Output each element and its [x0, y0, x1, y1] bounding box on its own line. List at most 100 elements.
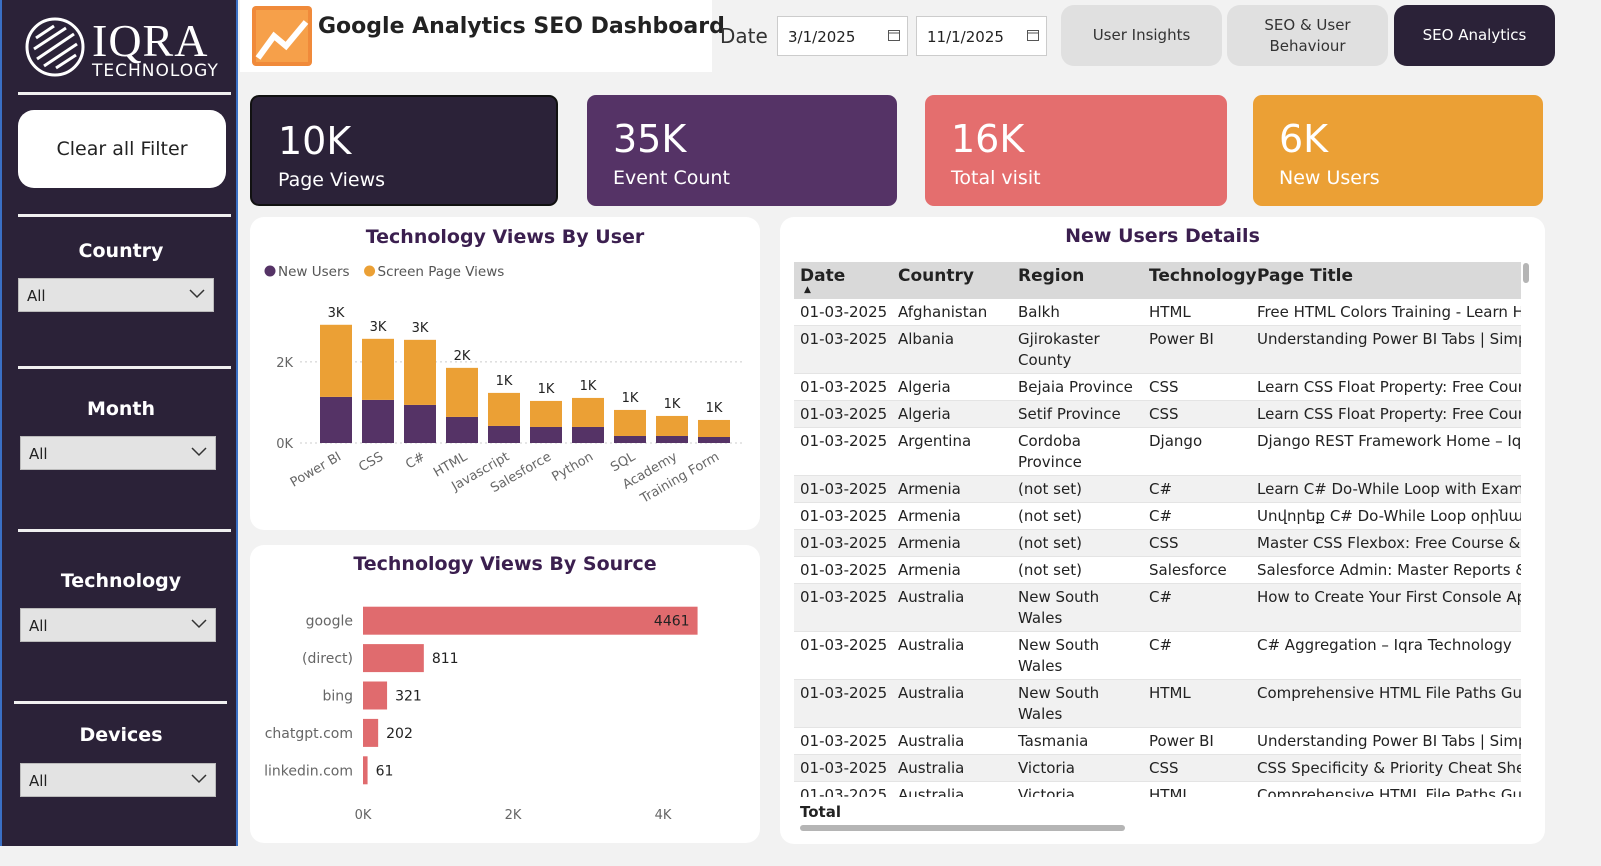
column-header[interactable]: Page Title	[1251, 262, 1521, 299]
kpi-card: 35K Event Count	[587, 95, 897, 206]
tab[interactable]: SEO & User Behaviour	[1227, 5, 1388, 66]
table-cell: C#	[1143, 583, 1251, 632]
total-label: 2K	[454, 349, 471, 364]
kpi-label: Page Views	[278, 169, 386, 191]
bar	[363, 644, 424, 673]
table-cell: Australia	[898, 732, 965, 750]
sort-indicator: ▲	[804, 285, 811, 295]
table-cell: New South Wales	[1012, 583, 1143, 632]
column-header[interactable]: Date ▲	[794, 262, 892, 299]
kpi-value: 6K	[1279, 117, 1329, 161]
table-cell: New South Wales	[1012, 679, 1143, 728]
table-cell: Comprehensive HTML File Paths Guid	[1251, 679, 1521, 728]
table-cell: Django	[1149, 432, 1203, 450]
h-scrollbar[interactable]	[800, 825, 1125, 831]
total-label: 1K	[706, 401, 723, 416]
value-label: 202	[386, 726, 413, 742]
table-cell: Australia	[892, 754, 1012, 782]
table-cell: Cordoba Province	[1018, 432, 1082, 471]
column-header[interactable]: Region	[1012, 262, 1143, 299]
column-header[interactable]: Country	[892, 262, 1012, 299]
table-row: 01-03-2025 Armenia (not set) C# Սովորեք C# D…	[794, 503, 1521, 530]
value-label: 4461	[654, 614, 690, 630]
table-row: 01-03-2025 Australia Victoria CSS CSS Specif…	[794, 754, 1521, 782]
kpi-label: New Users	[1279, 167, 1380, 189]
bar-segment	[446, 367, 478, 417]
table-cell: C#	[1149, 636, 1173, 654]
table-cell: Australia	[898, 636, 965, 654]
legend-marker	[264, 265, 276, 277]
end-date[interactable]: 11/1/2025	[916, 16, 1047, 56]
table: Date ▲ Country Region Technology Page Title 01…	[794, 262, 1521, 802]
x-tick-label: Python	[549, 449, 596, 485]
table-cell: Սովորեք C# Do-While Loop օրինակ	[1257, 507, 1521, 525]
filter-dropdown[interactable]: All	[18, 278, 214, 312]
table-cell: Understanding Power BI Tabs | Simpli	[1251, 325, 1521, 374]
column-header-text: Country	[898, 266, 974, 286]
calendar-icon	[888, 30, 900, 41]
kpi-card: 16K Total visit	[925, 95, 1227, 206]
total-label: 3K	[370, 320, 387, 335]
table-cell: Afghanistan	[898, 303, 988, 321]
clear-filter-button[interactable]: Clear all Filter	[18, 110, 226, 188]
table-cell: Salesforce Admin: Master Reports & I	[1257, 561, 1521, 579]
logo-name: IQRA	[92, 15, 209, 66]
table-cell: (not set)	[1018, 561, 1082, 579]
separator	[18, 366, 231, 369]
table-cell: 01-03-2025	[794, 400, 892, 428]
separator	[18, 529, 231, 532]
start-date-text: 3/1/2025	[788, 28, 856, 46]
bar-segment	[530, 426, 562, 443]
bar-segment	[362, 399, 394, 443]
table-row: 01-03-2025 Australia New South Wales C# C# A…	[794, 632, 1521, 680]
table-cell: CSS	[1143, 529, 1251, 557]
table-cell: Master CSS Flexbox: Free Course & L	[1251, 529, 1521, 557]
kpi-value: 10K	[278, 119, 352, 163]
table-cell: HTML	[1143, 679, 1251, 728]
chart-title: Technology Views By Source	[353, 553, 656, 575]
table-cell: Algeria	[898, 378, 951, 396]
table-cell: 01-03-2025	[800, 378, 888, 396]
legend-marker	[364, 265, 376, 277]
y-tick-label: (direct)	[302, 651, 353, 667]
table-cell: Gjirokaster County	[1012, 325, 1143, 374]
total-label: 3K	[412, 321, 429, 336]
table-cell: Algeria	[892, 400, 1012, 428]
filter-value: All	[27, 287, 46, 305]
table-cell: Django REST Framework Home – Iqra	[1257, 432, 1521, 450]
total-label: 1K	[496, 374, 513, 389]
column-header[interactable]: Technology	[1143, 262, 1257, 299]
date-label: Date	[720, 24, 768, 48]
table-cell: 01-03-2025	[794, 679, 892, 728]
value-label: 61	[376, 763, 394, 779]
table-cell: C#	[1149, 507, 1173, 525]
v-scrollbar[interactable]	[1523, 263, 1529, 283]
table-cell: C# Aggregation – Iqra Technology	[1257, 636, 1512, 654]
filter-dropdown[interactable]: All	[20, 763, 216, 797]
app-icon	[252, 6, 312, 66]
logo-icon	[25, 17, 85, 77]
table-cell: Setif Province	[1012, 400, 1143, 428]
total-label: 1K	[538, 382, 555, 397]
x-tick-label: C#	[403, 449, 428, 472]
bar-segment	[488, 425, 520, 443]
table-cell: Understanding Power BI Tabs | Simpli	[1257, 732, 1521, 750]
tab[interactable]: User Insights	[1061, 5, 1222, 66]
table-cell: 01-03-2025	[794, 754, 892, 782]
kpi-card: 10K Page Views	[250, 95, 558, 206]
total-bar	[794, 797, 1521, 805]
kpi-value: 35K	[613, 117, 687, 161]
table-cell: Australia	[892, 679, 1012, 728]
y-tick-label: linkedin.com	[264, 763, 353, 779]
tab-active[interactable]: SEO Analytics	[1394, 5, 1555, 66]
filter-dropdown[interactable]: All	[20, 608, 216, 642]
column-header-text: Region	[1018, 266, 1085, 286]
start-date[interactable]: 3/1/2025	[777, 16, 908, 56]
bar-segment	[656, 435, 688, 443]
total-label: Total	[800, 803, 841, 821]
table-cell: 01-03-2025	[800, 507, 888, 525]
y-tick-label: 2K	[276, 356, 293, 371]
bar	[363, 681, 388, 710]
filter-dropdown[interactable]: All	[20, 436, 216, 470]
table-cell: Salesforce	[1149, 561, 1227, 579]
